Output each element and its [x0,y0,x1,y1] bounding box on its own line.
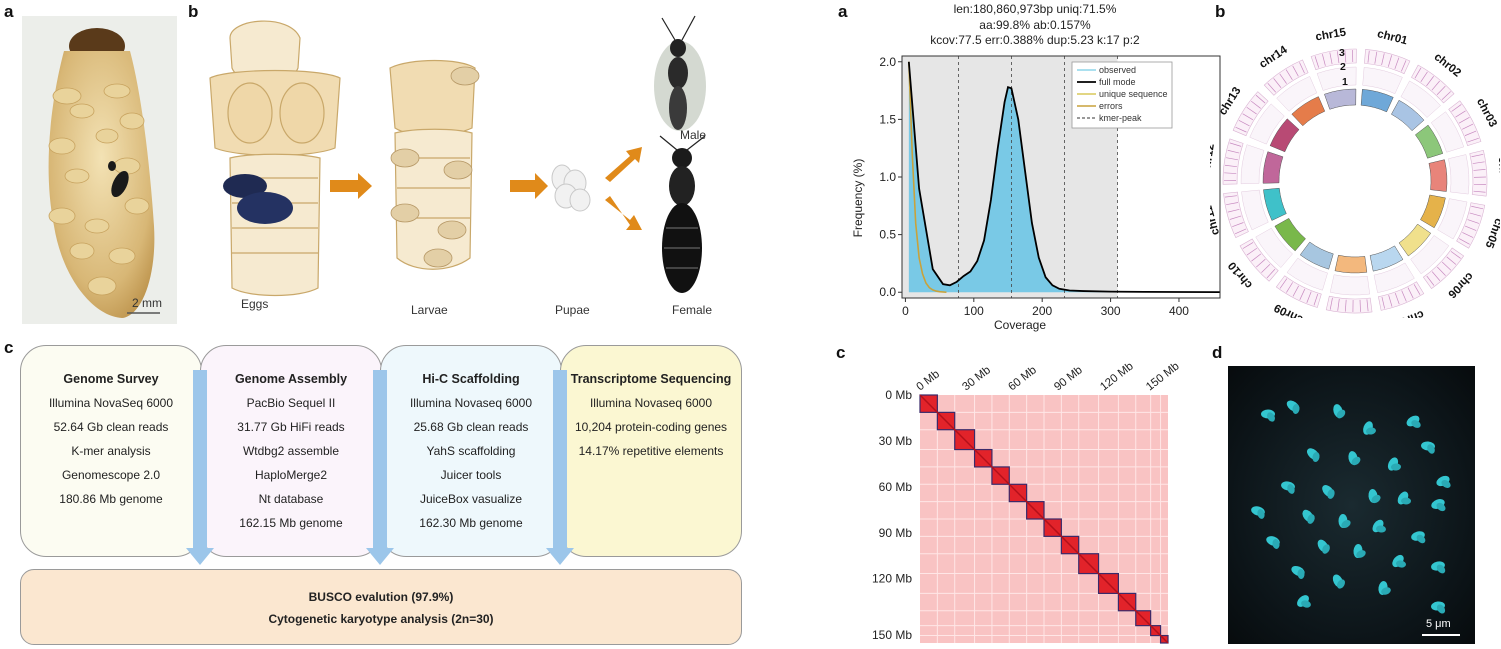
stage-label-pupae: Pupae [555,303,590,317]
hic-x-tick-3: 90 Mb [1052,364,1085,393]
larva-illustration [22,16,177,324]
hic-y-tick-1: 30 Mb [879,434,913,448]
circos-label-chr10: chr10 [1226,259,1255,290]
hic-y-tick-5: 150 Mb [872,628,912,642]
circos-label-chr03: chr03 [1474,96,1499,129]
y-tick-label-4: 2.0 [879,55,896,69]
circos-mid-track-4 [1448,155,1469,195]
stage-label-eggs: Eggs [241,297,268,311]
circos-mid-track-12 [1241,145,1264,184]
y-tick-label-0: 0.0 [879,285,896,299]
panel-d-scale-bar: 5 μm [1426,618,1451,630]
eggs-host-illustration [210,21,340,295]
hic-y-tick-0: 0 Mb [885,388,912,402]
female-wasp-icon [660,136,705,293]
hic-x-tick-1: 30 Mb [960,364,993,393]
x-tick-label-2: 200 [1032,304,1052,318]
track-number-1: 1 [1342,76,1348,88]
pupae-icon [552,165,590,211]
x-tick-label-4: 400 [1169,304,1189,318]
panel-d-letter: d [1212,343,1222,363]
circos-outer-track-15 [1311,49,1356,70]
circos-plot: chr01chr02chr03chr04chr05chr06chr07chr08… [1210,18,1500,318]
arrow-female-icon [605,196,642,230]
circos-label-chr09: chr09 [1272,301,1305,318]
validation-line-1: BUSCO evalution (97.9%) [21,590,741,604]
y-tick-label-3: 1.5 [879,112,896,126]
kmer-stats-line-3: kcov:77.5 err:0.388% dup:5.23 k:17 p:2 [865,33,1205,49]
circos-mid-track-8 [1330,275,1370,295]
validation-line-2: Cytogenetic karyotype analysis (2n=30) [21,612,741,626]
kmer-stats-line-2: aa:99.8% ab:0.157% [865,18,1205,34]
stage-label-larvae: Larvae [411,303,448,317]
circos-label-chr04: chr04 [1496,157,1500,189]
circos-band-chr01 [1361,89,1393,112]
hic-y-tick-4: 120 Mb [872,572,912,586]
circos-label-chr02: chr02 [1432,51,1463,80]
circos-mid-track-1 [1363,67,1403,93]
circos-band-chr15 [1324,89,1356,109]
hic-y-tick-3: 90 Mb [879,526,913,540]
hic-x-tick-0: 0 Mb [914,368,942,393]
circos-label-chr06: chr06 [1445,270,1475,300]
hic-x-tick-2: 60 Mb [1006,364,1039,393]
karyotype-micrograph: 5 μm [1228,366,1475,644]
chart-y-label: Frequency (%) [851,159,865,238]
circos-mid-track-15 [1317,67,1356,90]
arrow-male-icon [605,147,642,182]
down-arrow-2-icon [366,370,394,565]
male-wasp-icon [654,16,706,131]
y-tick-label-2: 1.0 [879,170,896,184]
circos-label-chr14: chr14 [1257,44,1290,71]
larva-photo: 2 mm [22,16,177,324]
legend-label-full-mode: full mode [1099,77,1136,87]
circos-label-chr07: chr07 [1393,308,1426,318]
legend-label-observed: observed [1099,65,1136,75]
panel-a-scale-bar: 2 mm [132,296,162,310]
track-number-3: 3 [1339,47,1345,59]
legend-label-unique: unique sequence [1099,89,1168,99]
legend-label-errors: errors [1099,101,1123,111]
chart-x-label: Coverage [994,318,1046,332]
life-cycle-diagram [190,8,710,308]
y-tick-label-1: 0.5 [879,228,896,242]
stage-label-female: Female [672,303,712,317]
circos-band-chr11 [1263,188,1286,220]
x-tick-label-1: 100 [964,304,984,318]
panel-a2-letter: a [838,2,847,22]
panel-c-letter: c [4,338,13,358]
track-number-2: 2 [1340,61,1346,73]
circos-label-chr05: chr05 [1482,217,1500,251]
x-tick-label-3: 300 [1101,304,1121,318]
stage-label-male: Male [680,128,706,142]
down-arrow-3-icon [546,370,574,565]
x-tick-label-0: 0 [902,304,909,318]
circos-label-chr13: chr13 [1217,85,1244,117]
panel-d-scale-line [1422,634,1460,636]
down-arrow-1-icon [186,370,214,565]
circos-label-chr15: chr15 [1315,26,1348,43]
circos-band-chr04 [1429,160,1447,192]
circos-band-chr08 [1335,255,1367,273]
arrow-1-icon [330,173,372,199]
kmer-chart: Frequency (%) Coverage 0.0 0.5 1.0 1.5 2.0 0 1… [840,48,1230,333]
legend-label-kmer-peak: kmer-peak [1099,113,1142,123]
hic-x-tick-5: 150 Mb [1144,360,1180,393]
circos-band-chr12 [1263,152,1283,184]
arrow-2-icon [510,173,548,199]
validation-box: BUSCO evalution (97.9%) Cytogenetic kary… [20,569,742,645]
workflow-arrows [0,360,760,575]
hic-y-tick-2: 60 Mb [879,480,913,494]
kmer-stats-line-1: len:180,860,973bp uniq:71.5% [865,2,1205,18]
circos-label-chr11: chr11 [1210,204,1222,237]
hic-x-tick-4: 120 Mb [1098,360,1136,393]
circos-outer-track-4 [1470,150,1487,196]
chart-legend: observed full mode unique sequence error… [1072,62,1172,128]
circos-label-chr01: chr01 [1376,28,1409,47]
circos-outer-track-8 [1326,296,1372,313]
circos-label-chr12: chr12 [1210,143,1217,175]
panel-a-letter: a [4,2,13,22]
chromosome-spread [1228,366,1475,644]
